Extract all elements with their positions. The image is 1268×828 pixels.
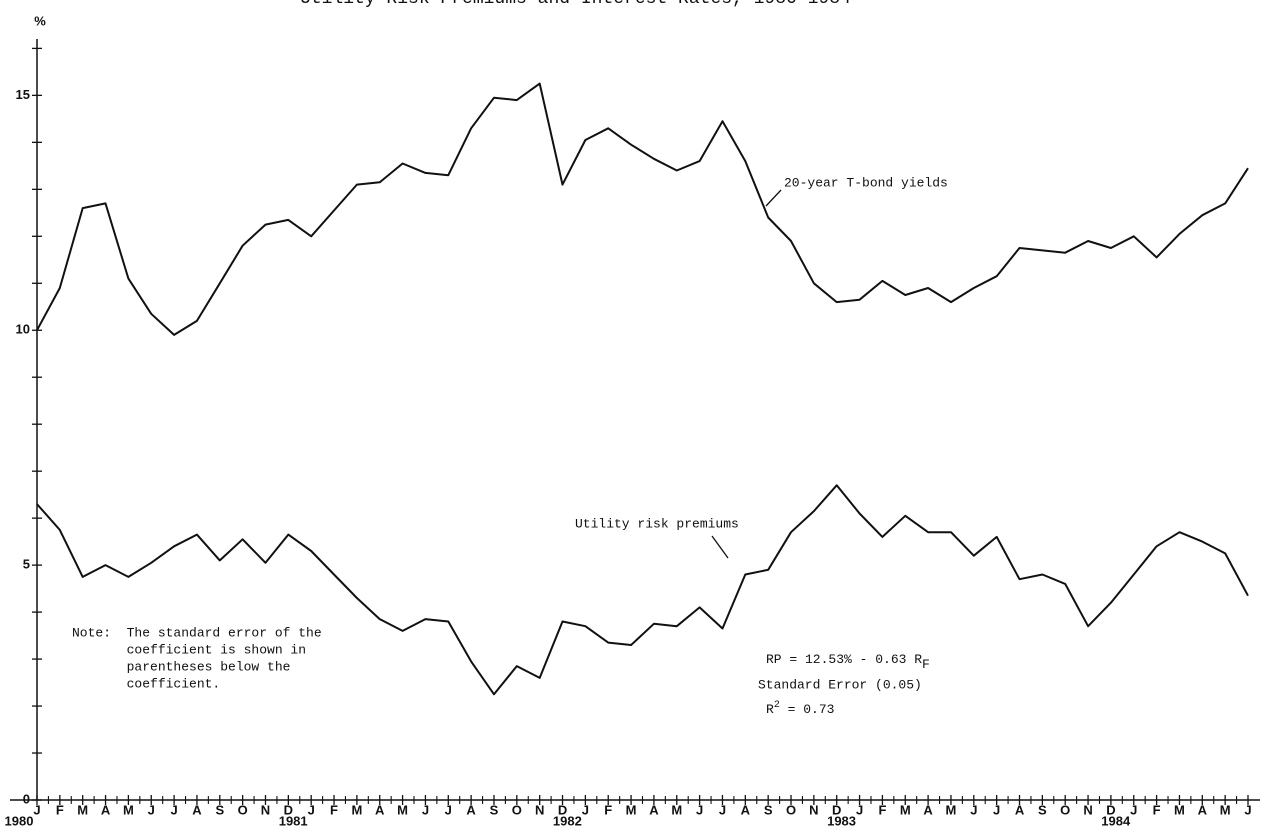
- chart-title: Utility Risk Premiums and Interest Rates…: [300, 0, 851, 9]
- y-axis-label: %: [34, 13, 46, 28]
- note-line: coefficient is shown in: [72, 642, 306, 657]
- year-label: 1980: [5, 813, 34, 828]
- data-line: [36, 82, 1249, 336]
- x-tick-label: D: [1106, 802, 1115, 817]
- x-tick-label: A: [101, 802, 111, 817]
- x-tick-label: F: [604, 802, 612, 817]
- x-tick-label: N: [261, 802, 270, 817]
- note-line: parentheses below the: [72, 659, 290, 674]
- x-tick-label: A: [192, 802, 202, 817]
- year-label: 1983: [827, 813, 856, 828]
- x-tick-label: M: [671, 802, 682, 817]
- note: Note: The standard error of the coeffici…: [72, 625, 322, 691]
- annotation-arrow: [711, 535, 729, 559]
- x-tick-label: A: [375, 802, 385, 817]
- x-tick-label: O: [1060, 802, 1070, 817]
- x-tick-label: O: [238, 802, 248, 817]
- x-tick-label: J: [1130, 802, 1137, 817]
- note-line: Note: The standard error of the: [72, 625, 322, 640]
- x-tick-label: A: [649, 802, 659, 817]
- x-tick-label: F: [878, 802, 886, 817]
- x-tick-label: F: [330, 802, 338, 817]
- data-line: [36, 484, 1249, 696]
- x-tick-label: M: [626, 802, 637, 817]
- x-tick-label: J: [308, 802, 315, 817]
- series-label: Utility risk premiums: [575, 516, 739, 531]
- equation-subscript: F: [922, 657, 930, 672]
- equation-text: R: [766, 702, 774, 717]
- x-tick-label: J: [33, 802, 40, 817]
- x-tick-label: J: [1244, 802, 1251, 817]
- equation: Standard Error (0.05): [758, 677, 922, 692]
- x-tick-label: S: [1038, 802, 1047, 817]
- x-tick-label: A: [923, 802, 933, 817]
- x-tick-label: J: [445, 802, 452, 817]
- year-label: 1981: [279, 813, 308, 828]
- x-tick-label: J: [422, 802, 429, 817]
- x-tick-label: F: [1153, 802, 1161, 817]
- equation: RP = 12.53% - 0.63 RF: [766, 652, 930, 672]
- x-tick-label: D: [284, 802, 293, 817]
- x-tick-label: M: [1174, 802, 1185, 817]
- x-tick-label: N: [1083, 802, 1092, 817]
- equation-superscript: 2: [774, 700, 780, 711]
- x-tick-label: S: [490, 802, 499, 817]
- x-tick-label: A: [741, 802, 751, 817]
- x-tick-label: M: [900, 802, 911, 817]
- y-tick-label: 15: [16, 87, 30, 102]
- x-tick-label: J: [856, 802, 863, 817]
- year-label: 1984: [1101, 813, 1131, 828]
- x-tick-label: D: [832, 802, 841, 817]
- x-tick-label: F: [56, 802, 64, 817]
- x-tick-label: O: [512, 802, 522, 817]
- x-tick-label: M: [946, 802, 957, 817]
- x-tick-label: J: [582, 802, 589, 817]
- equation-text: = 0.73: [780, 702, 835, 717]
- x-tick-label: M: [351, 802, 362, 817]
- x-tick-label: M: [123, 802, 134, 817]
- x-tick-label: M: [77, 802, 88, 817]
- y-tick-label: 10: [16, 322, 30, 337]
- x-tick-label: D: [558, 802, 567, 817]
- note-line: coefficient.: [72, 676, 220, 691]
- x-tick-label: O: [786, 802, 796, 817]
- series-label: 20-year T-bond yields: [784, 175, 948, 190]
- x-tick-label: J: [148, 802, 155, 817]
- equation: R2 = 0.73: [766, 700, 834, 718]
- y-tick-label: 0: [23, 791, 30, 806]
- x-tick-label: J: [993, 802, 1000, 817]
- annotation-arrow: [765, 189, 782, 207]
- x-tick-label: A: [466, 802, 476, 817]
- x-tick-label: S: [764, 802, 773, 817]
- year-label: 1982: [553, 813, 582, 828]
- x-tick-label: J: [970, 802, 977, 817]
- x-tick-label: N: [809, 802, 818, 817]
- x-tick-label: J: [170, 802, 177, 817]
- x-tick-label: S: [215, 802, 224, 817]
- x-tick-label: J: [696, 802, 703, 817]
- y-tick-label: 5: [23, 557, 30, 572]
- x-tick-label: A: [1015, 802, 1025, 817]
- x-tick-label: M: [1220, 802, 1231, 817]
- x-tick-label: A: [1198, 802, 1208, 817]
- x-tick-label: N: [535, 802, 544, 817]
- x-tick-label: M: [397, 802, 408, 817]
- equation-text: RP = 12.53% - 0.63 R: [766, 652, 922, 667]
- x-tick-label: J: [719, 802, 726, 817]
